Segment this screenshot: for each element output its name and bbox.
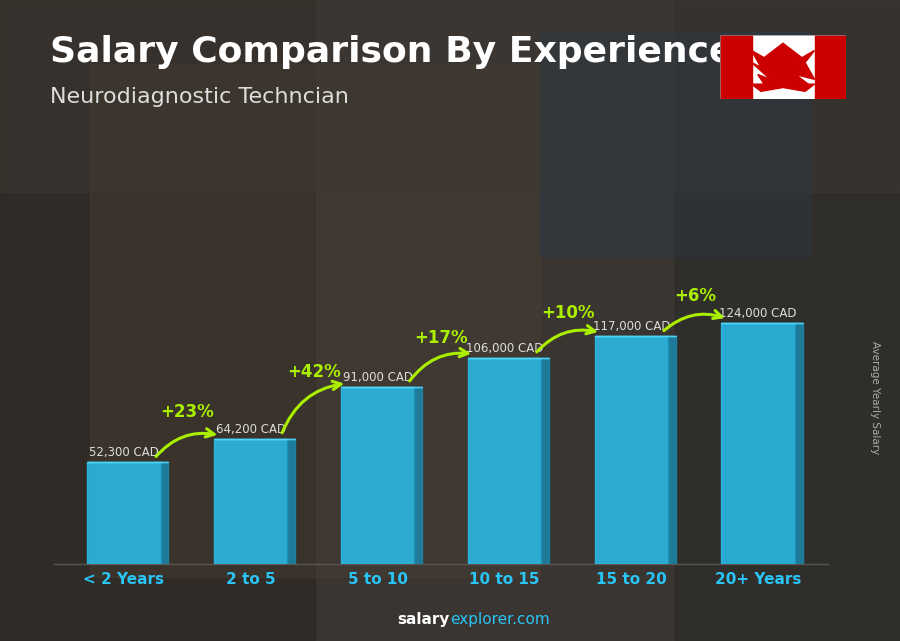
Bar: [0, 0, 900, 192]
Text: Average Yearly Salary: Average Yearly Salary: [869, 341, 880, 454]
Text: explorer.com: explorer.com: [450, 612, 550, 627]
Text: 106,000 CAD: 106,000 CAD: [466, 342, 543, 354]
Polygon shape: [795, 322, 803, 564]
Text: +23%: +23%: [160, 403, 214, 421]
Polygon shape: [752, 44, 814, 91]
Bar: [0, 0, 315, 641]
Text: 64,200 CAD: 64,200 CAD: [216, 423, 285, 436]
Bar: [540, 32, 810, 256]
Text: Salary Comparison By Experience: Salary Comparison By Experience: [50, 35, 733, 69]
Text: +6%: +6%: [674, 287, 716, 305]
Polygon shape: [668, 336, 676, 564]
Bar: [814, 35, 846, 99]
Text: +17%: +17%: [414, 329, 468, 347]
Text: 124,000 CAD: 124,000 CAD: [719, 306, 797, 320]
Bar: [214, 439, 287, 564]
Polygon shape: [160, 462, 168, 564]
Bar: [722, 322, 795, 564]
Bar: [90, 64, 540, 577]
Text: +10%: +10%: [541, 304, 595, 322]
Polygon shape: [414, 387, 422, 564]
Bar: [468, 358, 541, 564]
Bar: [87, 462, 160, 564]
Text: salary: salary: [398, 612, 450, 627]
Text: 52,300 CAD: 52,300 CAD: [89, 446, 158, 460]
Bar: [341, 387, 414, 564]
Text: Neurodiagnostic Techncian: Neurodiagnostic Techncian: [50, 87, 348, 106]
Bar: [595, 336, 668, 564]
Text: +42%: +42%: [287, 363, 341, 381]
Polygon shape: [287, 439, 295, 564]
Text: 91,000 CAD: 91,000 CAD: [343, 371, 412, 384]
Polygon shape: [541, 358, 549, 564]
Text: 117,000 CAD: 117,000 CAD: [592, 320, 670, 333]
Bar: [675, 0, 900, 641]
Bar: [720, 35, 751, 99]
